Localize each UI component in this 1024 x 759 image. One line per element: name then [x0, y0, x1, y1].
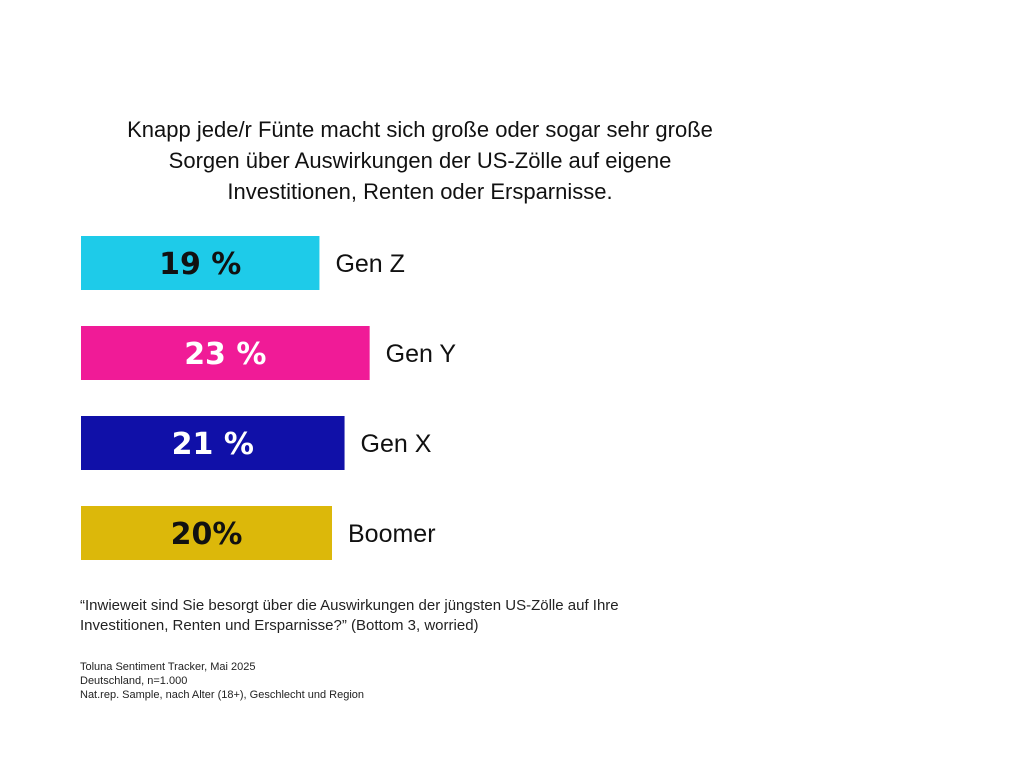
survey-question-line: “Inwieweit sind Sie besorgt über die Aus… — [80, 597, 619, 614]
bar-value-label: 21 % — [172, 427, 254, 462]
source-line: Nat.rep. Sample, nach Alter (18+), Gesch… — [80, 689, 365, 701]
bar-category-label: Gen X — [361, 430, 432, 458]
source-line: Toluna Sentiment Tracker, Mai 2025 — [80, 661, 256, 673]
bar-category-label: Gen Y — [386, 340, 457, 368]
bar-boomer — [81, 506, 332, 560]
chart-title-line: Investitionen, Renten oder Ersparnisse. — [227, 179, 613, 204]
survey-question: “Inwieweit sind Sie besorgt über die Aus… — [80, 596, 780, 636]
bar-value-label: 23 % — [184, 337, 266, 372]
bar-category-label: Boomer — [348, 520, 436, 548]
bar-category-label: Gen Z — [335, 250, 404, 278]
chart-title-line: Sorgen über Auswirkungen der US-Zölle au… — [168, 148, 672, 173]
source-note: Toluna Sentiment Tracker, Mai 2025 Deuts… — [80, 660, 580, 702]
bar-value-label: 19 % — [159, 247, 241, 282]
bar-gen-x — [81, 416, 345, 470]
survey-question-line: Investitionen, Renten und Ersparnisse?” … — [80, 617, 479, 634]
bar-gen-y — [81, 326, 370, 380]
chart-title: Knapp jede/r Fünte macht sich große oder… — [60, 114, 780, 207]
chart-title-line: Knapp jede/r Fünte macht sich große oder… — [127, 117, 713, 142]
source-line: Deutschland, n=1.000 — [80, 675, 188, 687]
bar-gen-z — [81, 236, 320, 290]
bar-chart: 19 % Gen Z 23 % Gen Y 21 % Gen X 20% Boomer — [81, 236, 457, 560]
bar-value-label: 20% — [171, 517, 243, 552]
